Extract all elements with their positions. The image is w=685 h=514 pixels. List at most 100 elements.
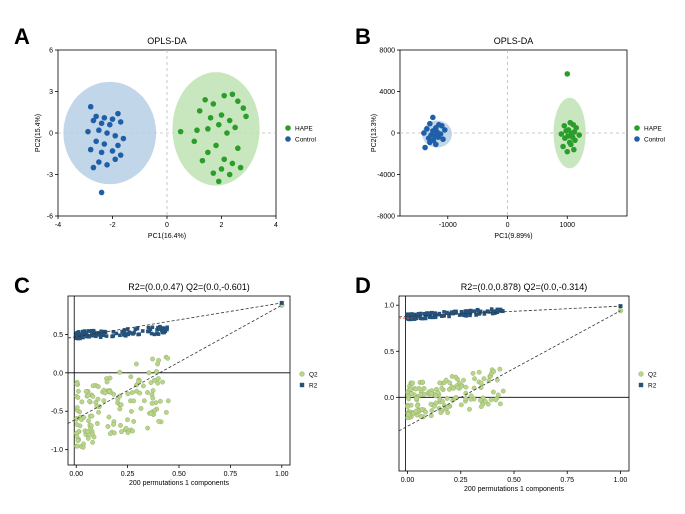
r2-permutation-point (101, 333, 106, 337)
r2-permutation-point (158, 327, 163, 331)
data-point-control (104, 162, 110, 168)
r2-permutation-point (423, 316, 428, 321)
x-tick-label: 1.00 (275, 471, 289, 478)
r2-permutation-point (160, 330, 165, 335)
q2-permutation-point (472, 376, 477, 382)
data-point-control (101, 141, 108, 147)
q2-permutation-point (90, 383, 96, 389)
r2-permutation-point (487, 310, 491, 314)
y-tick-label: 0.5 (384, 349, 394, 356)
r2-permutation-point (156, 332, 161, 336)
y-tick-label: 0.0 (384, 395, 394, 402)
r2-permutation-point (420, 316, 425, 321)
r2-permutation-point (156, 325, 160, 330)
r2-permutation-point (423, 314, 428, 319)
q2-permutation-point (468, 393, 474, 399)
data-point-hape (199, 157, 206, 164)
r2-permutation-point (476, 308, 480, 313)
q2-permutation-point (84, 429, 90, 434)
q2-permutation-point (485, 401, 491, 407)
q2-permutation-point (431, 403, 437, 409)
q2-permutation-point (79, 399, 85, 405)
r2-permutation-point (86, 329, 91, 333)
q2-permutation-point (447, 380, 453, 386)
data-point-control (106, 121, 113, 128)
q2-permutation-point (146, 370, 152, 376)
data-point-hape (205, 126, 211, 132)
q2-permutation-point (138, 406, 144, 411)
q2-permutation-point (423, 409, 428, 415)
panel-a: A OPLS-DA -4 -2 0 2 4 -6 -3 0 3 6 PC1(16.4%) PC2(15.4… (14, 24, 317, 240)
q2-permutation-point (436, 406, 442, 411)
q2-permutation-point (165, 398, 171, 404)
r2-permutation-point (433, 311, 438, 316)
data-point-hape (221, 156, 228, 163)
legend-label-q2: Q2 (309, 372, 318, 379)
q2-permutation-point (467, 406, 472, 412)
q2-permutation-point (482, 398, 488, 404)
q2-permutation-point (88, 423, 94, 429)
data-point-hape (561, 122, 568, 129)
q2-permutation-point (137, 390, 143, 396)
r2-permutation-point (128, 331, 132, 335)
data-point-hape (194, 127, 200, 134)
y-tick-label: -6 (47, 214, 53, 221)
q2-permutation-point (94, 421, 100, 426)
q2-permutation-point (493, 397, 499, 403)
q2-permutation-point (437, 380, 443, 386)
r2-permutation-point (446, 311, 451, 316)
q2-permutation-point (90, 439, 96, 445)
r2-permutation-point (416, 311, 421, 316)
legend-marker-hape (285, 125, 291, 131)
data-point-control (112, 156, 119, 163)
q2-permutation-point (107, 431, 113, 437)
data-point-control (98, 149, 105, 156)
q2-permutation-point (445, 410, 451, 415)
r2-permutation-point (125, 327, 130, 331)
q2-permutation-point (453, 395, 459, 400)
q2-permutation-point (421, 385, 427, 391)
data-point-hape (207, 114, 214, 121)
q2-permutation-point (141, 383, 146, 389)
y-tick-label: 8000 (379, 48, 395, 55)
q2-permutation-point (90, 393, 96, 399)
q2-permutation-point (151, 377, 157, 383)
r2-regression-line (67, 302, 282, 339)
q2-permutation-point (136, 379, 142, 385)
q2-permutation-point (481, 376, 487, 382)
data-point-control (115, 142, 121, 149)
q2-permutation-point (107, 388, 112, 394)
data-point-control (422, 144, 428, 151)
x-tick-label: 0.50 (507, 477, 521, 484)
q2-permutation-point (150, 356, 155, 362)
q2-permutation-point (118, 422, 123, 428)
r2-regression-line (398, 305, 621, 318)
q2-permutation-point (486, 378, 492, 384)
data-point-control (421, 130, 427, 136)
q2-permutation-point (491, 369, 497, 374)
q2-permutation-point (75, 395, 81, 400)
r2-permutation-point (118, 333, 122, 338)
data-point-control (115, 110, 121, 117)
r2-permutation-point (140, 329, 145, 333)
panel-c: C R2=(0.0,0.47) Q2=(0.0,-0.601) 0.00 0.25 0.… (14, 273, 318, 487)
q2-permutation-point (497, 366, 503, 372)
q2-permutation-point (444, 396, 450, 401)
legend-label-r2: R2 (648, 383, 657, 390)
q2-permutation-point (435, 389, 441, 395)
panel-b: B OPLS-DA -1000 0 1000 -8000 -4000 0 4000 8000 PC1… (355, 24, 666, 240)
r2-permutation-point (412, 312, 417, 317)
q2-permutation-point (134, 361, 139, 367)
q2-permutation-point (429, 391, 434, 397)
data-point-hape (210, 170, 217, 176)
q2-permutation-point (408, 386, 414, 392)
q2-permutation-point (128, 374, 134, 380)
data-point-hape (218, 166, 225, 172)
q2-permutation-point (117, 406, 123, 412)
x-tick-label: 0 (165, 222, 169, 229)
q2-permutation-point (95, 396, 101, 402)
q2-permutation-point (125, 417, 130, 423)
data-point-control (117, 119, 124, 125)
q2-permutation-point (500, 388, 506, 394)
r2-permutation-point (121, 330, 126, 335)
